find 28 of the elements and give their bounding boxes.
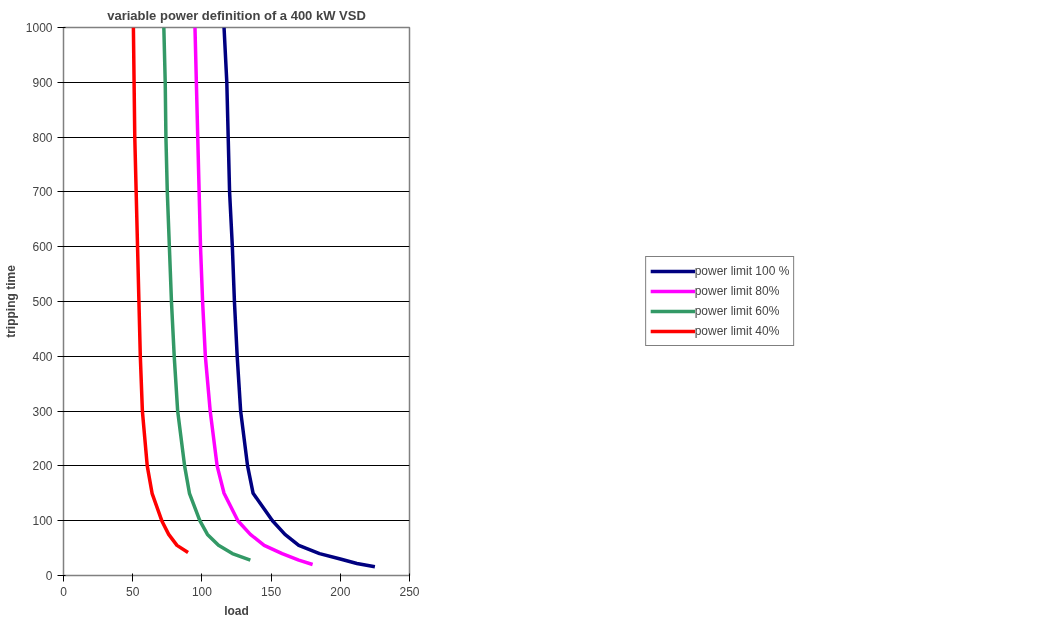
legend-label: power limit 100 % (694, 264, 790, 278)
y-tick-label: 200 (32, 459, 53, 474)
y-tick-label: 1000 (25, 21, 53, 35)
y-tick-label: 600 (32, 240, 53, 255)
y-tick-label: 100 (32, 514, 53, 529)
line-series (193, 27, 315, 567)
y-tick-label: 800 (32, 130, 53, 145)
legend-label: power limit 80% (694, 284, 780, 298)
x-axis-title: load (224, 603, 249, 618)
x-tick-label: 250 (399, 584, 420, 599)
y-tick-label: 700 (32, 185, 53, 200)
y-tick-label: 400 (32, 349, 53, 364)
line-series (222, 27, 377, 569)
chart-title: variable power definition of a 400 kW VSD (107, 7, 366, 23)
y-tick-label: 300 (32, 404, 53, 419)
y-axis-title: tripping time (3, 264, 18, 338)
y-tick-label: 0 (45, 569, 53, 583)
line-series (131, 27, 190, 555)
x-tick-label: 100 (191, 584, 213, 599)
y-tick-label: 500 (32, 295, 53, 309)
legend-label: power limit 40% (694, 324, 780, 338)
line-series (162, 27, 253, 562)
x-tick-label: 0 (60, 584, 68, 599)
x-tick-label: 50 (126, 584, 140, 599)
x-tick-label: 150 (261, 584, 282, 599)
legend-label: power limit 60% (694, 304, 780, 318)
y-tick-label: 900 (32, 75, 53, 90)
x-tick-label: 200 (330, 584, 351, 599)
